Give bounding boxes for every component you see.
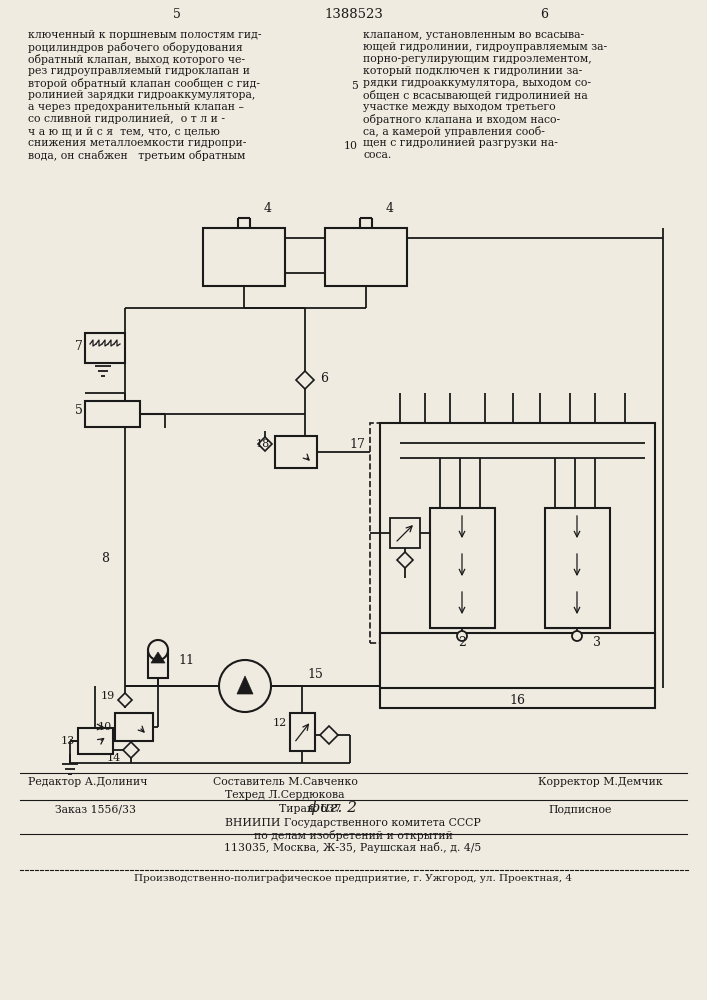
Text: 13: 13 (61, 736, 75, 746)
Text: обратный клапан, выход которого че-: обратный клапан, выход которого че- (28, 54, 245, 65)
Polygon shape (258, 437, 272, 451)
Text: 3: 3 (593, 637, 601, 650)
Bar (78, 728, 113, 754)
Text: Составитель М.Савченко: Составитель М.Савченко (213, 777, 358, 787)
Text: 17: 17 (349, 438, 365, 450)
Text: клапаном, установленным во всасыва-: клапаном, установленным во всасыва- (363, 30, 584, 40)
Text: рядки гидроаккумулятора, выходом со-: рядки гидроаккумулятора, выходом со- (363, 78, 591, 88)
Text: 2: 2 (458, 637, 466, 650)
Text: Корректор М.Демчик: Корректор М.Демчик (537, 777, 662, 787)
Text: ВНИИПИ Государственного комитета СССР: ВНИИПИ Государственного комитета СССР (225, 818, 481, 828)
Text: 14: 14 (107, 753, 121, 763)
Text: Тираж 637: Тираж 637 (279, 804, 341, 814)
Circle shape (572, 631, 582, 641)
Text: Редактор А.Долинич: Редактор А.Долинич (28, 777, 148, 787)
Text: второй обратный клапан сообщен с гид-: второй обратный клапан сообщен с гид- (28, 78, 260, 89)
Polygon shape (320, 726, 338, 744)
Text: Подписное: Подписное (549, 804, 612, 814)
Text: 19: 19 (101, 691, 115, 701)
Bar (85, 333, 125, 363)
Bar (325, 228, 407, 286)
Circle shape (457, 631, 467, 641)
Text: ключенный к поршневым полостям гид-: ключенный к поршневым полостям гид- (28, 30, 262, 40)
Text: ролинией зарядки гидроаккумулятора,: ролинией зарядки гидроаккумулятора, (28, 90, 255, 100)
Text: 1388523: 1388523 (324, 7, 383, 20)
Text: са, а камерой управления сооб-: са, а камерой управления сооб- (363, 126, 545, 137)
Text: 8: 8 (101, 552, 109, 564)
Bar (290, 713, 315, 751)
Text: который подключен к гидролинии за-: который подключен к гидролинии за- (363, 66, 583, 76)
Text: участке между выходом третьего: участке между выходом третьего (363, 102, 556, 112)
Bar (370, 423, 655, 643)
Text: 18: 18 (256, 439, 270, 449)
Text: по делам изобретений и открытий: по делам изобретений и открытий (254, 830, 452, 841)
Text: 113035, Москва, Ж-35, Раушская наб., д. 4/5: 113035, Москва, Ж-35, Раушская наб., д. … (224, 842, 481, 853)
Text: 16: 16 (509, 694, 525, 706)
Text: 7: 7 (75, 340, 83, 353)
Bar (85, 401, 140, 427)
Text: вода, он снабжен   третьим обратным: вода, он снабжен третьим обратным (28, 150, 245, 161)
Text: 12: 12 (273, 718, 287, 728)
Bar (115, 713, 153, 741)
Text: Техред Л.Сердюкова: Техред Л.Сердюкова (226, 790, 345, 800)
Bar (430, 508, 495, 628)
Bar (203, 228, 285, 286)
Text: Заказ 1556/33: Заказ 1556/33 (55, 804, 136, 814)
Circle shape (219, 660, 271, 712)
Text: роцилиндров рабочего оборудования: роцилиндров рабочего оборудования (28, 42, 243, 53)
Text: 11: 11 (178, 654, 194, 666)
Text: 6: 6 (320, 371, 328, 384)
Text: общен с всасывающей гидролинией на: общен с всасывающей гидролинией на (363, 90, 588, 101)
Text: ч а ю щ и й с я  тем, что, с целью: ч а ю щ и й с я тем, что, с целью (28, 126, 220, 136)
Bar (380, 423, 655, 708)
Polygon shape (123, 742, 139, 758)
Text: снижения металлоемкости гидропри-: снижения металлоемкости гидропри- (28, 138, 246, 148)
Text: Производственно-полиграфическое предприятие, г. Ужгород, ул. Проектная, 4: Производственно-полиграфическое предприя… (134, 874, 572, 883)
Text: порно-регулирующим гидроэлементом,: порно-регулирующим гидроэлементом, (363, 54, 592, 64)
Text: щен с гидролинией разгрузки на-: щен с гидролинией разгрузки на- (363, 138, 558, 148)
Text: 5: 5 (351, 81, 358, 91)
Text: соса.: соса. (363, 150, 391, 160)
Text: 5: 5 (173, 7, 181, 20)
Polygon shape (397, 552, 413, 568)
Text: 4: 4 (386, 202, 394, 215)
Text: а через предохранительный клапан –: а через предохранительный клапан – (28, 102, 244, 112)
Text: ющей гидролинии, гидроуправляемым за-: ющей гидролинии, гидроуправляемым за- (363, 42, 607, 52)
Text: 10: 10 (344, 141, 358, 151)
Text: 1: 1 (241, 680, 249, 692)
Text: 4: 4 (264, 202, 272, 215)
Bar (545, 508, 610, 628)
Bar (380, 633, 655, 688)
Polygon shape (118, 693, 132, 707)
Polygon shape (296, 371, 314, 389)
Text: 15: 15 (307, 668, 323, 680)
Text: обратного клапана и входом насо-: обратного клапана и входом насо- (363, 114, 560, 125)
Text: 5: 5 (75, 404, 83, 418)
Text: рез гидроуправляемый гидроклапан и: рез гидроуправляемый гидроклапан и (28, 66, 250, 76)
Text: 10: 10 (98, 722, 112, 732)
Bar (275, 436, 317, 468)
Polygon shape (237, 676, 253, 694)
Bar (390, 518, 420, 548)
Bar (148, 650, 168, 678)
Circle shape (148, 640, 168, 660)
Text: со сливной гидролинией,  о т л и -: со сливной гидролинией, о т л и - (28, 114, 225, 124)
Text: фиг. 2: фиг. 2 (308, 801, 358, 815)
Text: 6: 6 (540, 7, 549, 20)
Polygon shape (151, 652, 165, 663)
